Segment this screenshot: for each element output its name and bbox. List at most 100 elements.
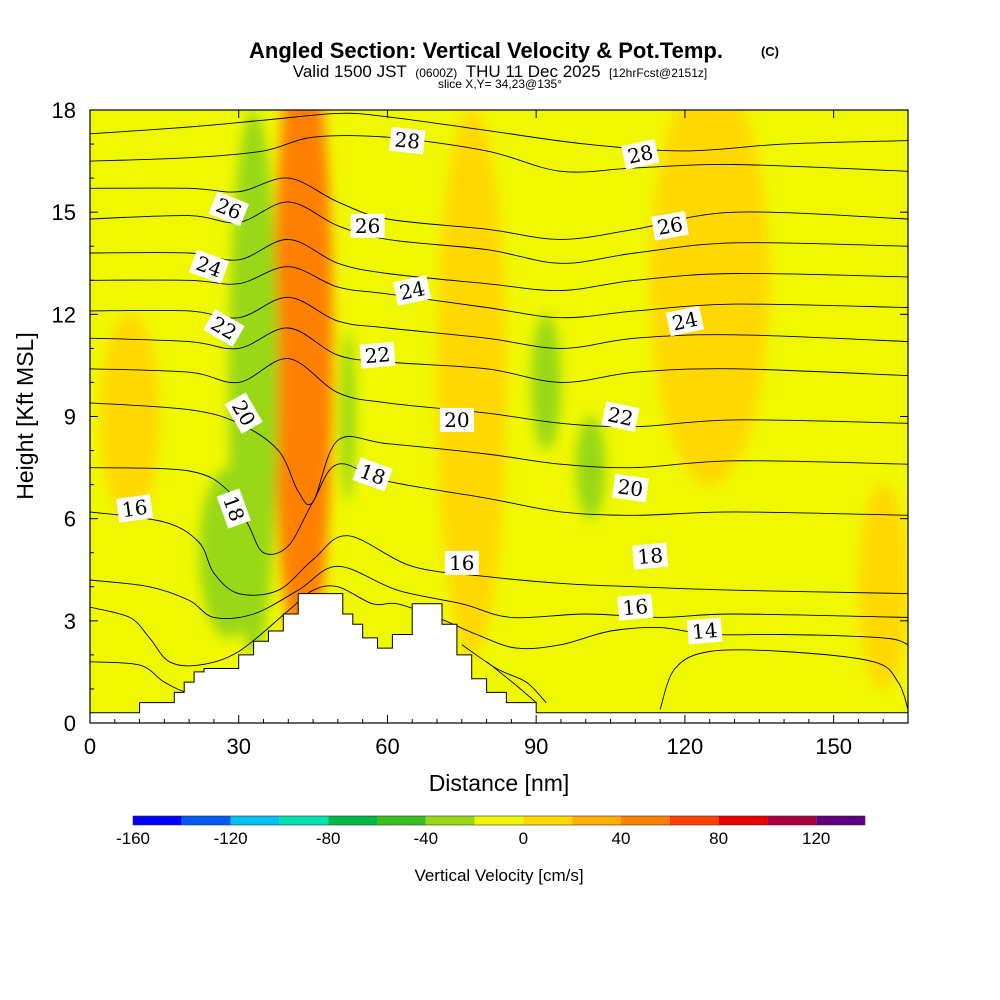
isentrope-28-1 xyxy=(90,135,908,173)
contour-label-text: 28 xyxy=(393,127,421,154)
colorbar-swatch xyxy=(669,816,719,825)
vertical-velocity-field xyxy=(99,110,908,689)
isentrope-26-2 xyxy=(90,177,908,240)
isentrope-22-7 xyxy=(90,327,908,383)
contour-label-20: 20 xyxy=(439,407,474,432)
contour-label-box xyxy=(601,401,640,432)
contour-label-box xyxy=(359,341,396,369)
contour-label-box xyxy=(444,550,479,575)
x-axis: 0 30 60 90 120 150 xyxy=(84,110,909,759)
subtitle-valid: Valid 1500 JST xyxy=(293,62,407,81)
contour-label-box xyxy=(621,139,660,170)
isentrope-16-11 xyxy=(90,511,908,596)
colorbar-swatch xyxy=(230,816,280,825)
colorbar-swatch xyxy=(425,816,475,825)
contour-label-text: 16 xyxy=(120,495,149,522)
contour-label-box xyxy=(632,542,669,570)
vv-region-10 xyxy=(99,314,160,519)
contour-label-box xyxy=(611,473,649,503)
contour-label-box xyxy=(216,488,251,529)
colorbar-swatch xyxy=(572,816,621,825)
chart-title-mark: (C) xyxy=(761,44,779,59)
contour-label-16: 16 xyxy=(116,494,154,523)
colorbar-swatch xyxy=(279,816,329,825)
colorbar-tick-label: -80 xyxy=(316,829,341,848)
colorbar-swatch xyxy=(181,816,231,825)
isentrope-28-0 xyxy=(90,112,908,152)
colorbar: -160 -120 -80 -40 0 40 80 120 xyxy=(116,815,866,848)
contour-label-22: 22 xyxy=(601,401,640,432)
contour-label-box xyxy=(224,392,263,434)
contour-label-24: 24 xyxy=(393,275,432,306)
chart-subtitle: Valid 1500 JST (0600Z) THU 11 Dec 2025 [… xyxy=(293,62,707,81)
colorbar-swatch xyxy=(133,816,182,825)
contour-label-18: 18 xyxy=(632,542,669,570)
contour-label-16: 16 xyxy=(617,593,654,621)
x-tick-label: 120 xyxy=(667,734,704,759)
vv-region-7 xyxy=(575,416,606,519)
contour-label-box xyxy=(651,211,689,241)
contour-label-text: 20 xyxy=(444,408,469,432)
y-tick-label: 9 xyxy=(64,405,76,430)
contour-label-text: 18 xyxy=(636,543,663,569)
colorbar-tick-label: 40 xyxy=(612,829,631,848)
y-tick-label: 6 xyxy=(64,507,76,532)
colorbar-tick-label: -120 xyxy=(214,829,248,848)
terrain-profile xyxy=(90,593,908,723)
colorbar-frame xyxy=(132,815,866,826)
x-tick-label: 0 xyxy=(84,734,96,759)
contour-label-16: 16 xyxy=(444,550,479,575)
isentrope-14-15 xyxy=(461,644,547,703)
x-tick-label: 30 xyxy=(226,734,250,759)
isentrope-26-3 xyxy=(90,201,908,264)
y-tick-label: 12 xyxy=(52,302,76,327)
colorbar-swatch xyxy=(523,816,573,825)
isentrope-14-17 xyxy=(659,649,908,710)
y-axis-label: Height [Kft MSL] xyxy=(12,332,38,499)
contour-label-24: 24 xyxy=(665,305,705,337)
contour-label-box xyxy=(389,126,426,155)
x-tick-label: 90 xyxy=(524,734,548,759)
plot-area xyxy=(90,110,908,723)
colorbar-title: Vertical Velocity [cm/s] xyxy=(414,866,583,885)
contour-label-text: 14 xyxy=(691,618,718,644)
contour-label-text: 28 xyxy=(625,140,655,169)
colorbar-swatch xyxy=(767,816,817,825)
contour-label-28: 28 xyxy=(389,126,426,155)
vv-region-5 xyxy=(340,331,356,502)
colorbar-swatch xyxy=(328,816,377,825)
colorbar-swatch xyxy=(377,816,426,825)
y-tick-label: 15 xyxy=(52,200,76,225)
contour-label-box xyxy=(188,249,230,284)
contour-label-22: 22 xyxy=(359,341,396,369)
contour-label-box xyxy=(350,213,385,238)
y-tick-label: 18 xyxy=(52,98,76,123)
x-axis-label: Distance [nm] xyxy=(429,770,570,796)
vv-region-8 xyxy=(650,110,770,485)
contour-label-14: 14 xyxy=(686,617,723,645)
contour-label-box xyxy=(686,617,723,645)
subtitle-forecast: [12hrFcst@2151z] xyxy=(609,66,707,80)
contour-label-text: 20 xyxy=(616,474,645,501)
contour-label-box xyxy=(208,191,250,227)
contour-label-text: 22 xyxy=(364,342,391,368)
contour-label-box xyxy=(393,275,432,306)
contour-label-text: 22 xyxy=(606,402,636,431)
isentrope-20-8 xyxy=(90,358,908,428)
slice-label: slice X,Y= 34,23@135° xyxy=(438,77,562,91)
isentrope-14-16 xyxy=(486,661,537,703)
contour-label-text: 16 xyxy=(622,594,649,620)
subtitle-date: THU 11 Dec 2025 xyxy=(466,62,601,81)
isentrope-16-12 xyxy=(90,565,908,619)
contour-label-box xyxy=(665,305,705,337)
chart-title: Angled Section: Vertical Velocity & Pot.… xyxy=(249,38,723,63)
contour-label-text: 16 xyxy=(449,551,474,575)
x-tick-label: 60 xyxy=(375,734,399,759)
contour-label-box xyxy=(617,593,654,621)
contour-label-text: 24 xyxy=(670,307,700,336)
vv-region-2 xyxy=(273,110,333,672)
colorbar-swatch xyxy=(816,816,865,825)
contour-label-26: 26 xyxy=(350,213,385,238)
contour-label-20: 20 xyxy=(611,473,649,503)
